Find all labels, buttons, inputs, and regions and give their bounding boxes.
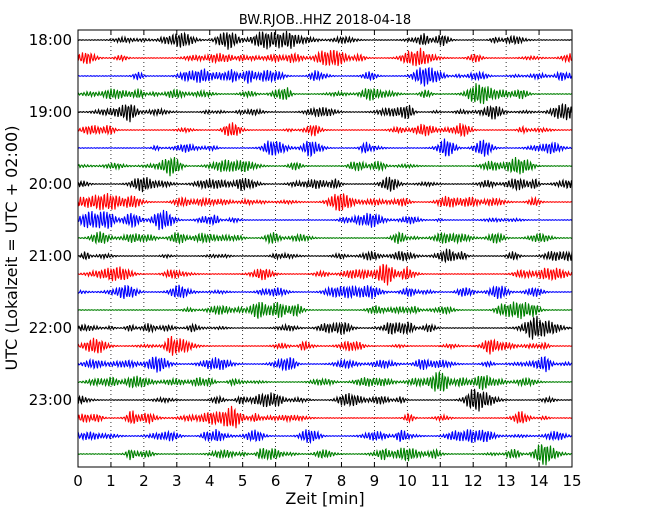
trace-line: [77, 138, 573, 158]
trace-line: [77, 263, 573, 286]
x-tick-label: 1: [106, 472, 116, 490]
x-tick-label: 12: [464, 472, 483, 490]
x-tick-label: 14: [530, 472, 549, 490]
trace-line: [77, 388, 573, 412]
x-tick-label: 11: [431, 472, 450, 490]
trace-line: [77, 83, 573, 105]
x-tick-label: 8: [337, 472, 347, 490]
plot-grid: [110, 30, 540, 467]
trace-line: [77, 315, 573, 340]
trace-line: [77, 444, 573, 466]
plot-frame: [77, 29, 573, 468]
plot-traces: [77, 30, 573, 466]
trace-line: [77, 176, 573, 193]
trace-line: [77, 301, 573, 320]
trace-line: [77, 335, 573, 356]
trace-line: [77, 405, 573, 429]
x-tick-label: 7: [304, 472, 314, 490]
trace-line: [77, 231, 573, 245]
chart-title: BW.RJOB..HHZ 2018-04-18: [239, 13, 411, 28]
x-tick-label: 13: [497, 472, 516, 490]
x-tick-label: 15: [562, 472, 581, 490]
x-axis-label: Zeit [min]: [285, 489, 364, 508]
x-tick-label: 9: [370, 472, 380, 490]
x-axis: 0 1 2 3 4 5 6 7 8 9 10 11 12 13 14 15: [73, 30, 582, 490]
x-tick-label: 5: [238, 472, 248, 490]
trace-line: [77, 192, 573, 212]
trace-line: [77, 102, 573, 123]
trace-line: [77, 156, 573, 177]
trace-line: [77, 284, 573, 300]
trace-line: [78, 209, 573, 231]
y-tick-label: 22:00: [29, 319, 72, 337]
trace-line: [77, 122, 573, 138]
trace-line: [77, 356, 573, 373]
y-tick-label: 20:00: [29, 175, 72, 193]
x-tick-label: 6: [271, 472, 281, 490]
trace-line: [77, 428, 573, 445]
y-tick-label: 21:00: [29, 247, 72, 265]
trace-line: [77, 248, 573, 264]
y-axis: 18:00 19:00 20:00 21:00 22:00 23:00: [29, 31, 572, 409]
y-axis-label: UTC (Lokalzeit = UTC + 02:00): [2, 126, 21, 371]
trace-line: [77, 47, 573, 67]
trace-line: [77, 66, 573, 87]
x-tick-label: 4: [205, 472, 215, 490]
x-tick-label: 2: [139, 472, 149, 490]
x-tick-label: 10: [398, 472, 417, 490]
trace-line: [77, 371, 573, 392]
y-tick-label: 18:00: [29, 31, 72, 49]
x-tick-label: 3: [172, 472, 182, 490]
y-tick-label: 19:00: [29, 103, 72, 121]
y-tick-label: 23:00: [29, 391, 72, 409]
x-tick-label: 0: [73, 472, 83, 490]
trace-line: [77, 30, 573, 50]
